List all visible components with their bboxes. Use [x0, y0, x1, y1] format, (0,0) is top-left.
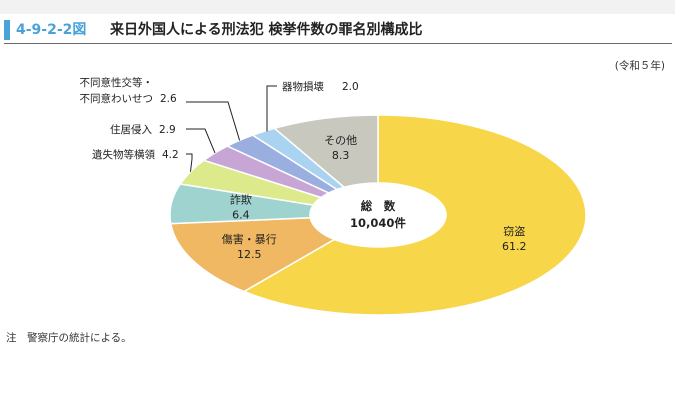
- slice-6-leader: [266, 85, 277, 132]
- slice-1: [169, 216, 336, 293]
- chart-title: 来日外国人による刑法犯 検挙件数の罪名別構成比: [110, 22, 423, 38]
- slice-6-value: 2.0: [342, 81, 359, 93]
- slice-7-value: 8.3: [332, 149, 350, 162]
- figure-number: 4-9-2-2図: [16, 22, 87, 38]
- total-value: 10,040件: [350, 216, 406, 230]
- slice-5-name-2: 不同意わいせつ: [80, 92, 154, 105]
- slice-7-name: その他: [324, 134, 357, 147]
- slice-3-leader: [186, 153, 193, 172]
- slice-6-name: 器物損壊: [282, 80, 324, 93]
- slice-0: [242, 114, 587, 316]
- total-label: 総 数: [361, 199, 396, 213]
- slices: [169, 114, 587, 316]
- slice-labels: 窃盗 61.2 傷害・暴行 12.5 詐欺 6.4 その他 8.3 遺失物等横領 4.2 住居侵入 2…: [80, 76, 527, 261]
- slice-5-leader: [186, 101, 241, 141]
- slice-1-value: 12.5: [237, 248, 262, 261]
- slice-3-value: 4.2: [162, 149, 179, 161]
- figure-header: 4-9-2-2図 来日外国人による刑法犯 検挙件数の罪名別構成比: [0, 14, 675, 44]
- slice-0-value: 61.2: [502, 240, 527, 253]
- slice-3-name: 遺失物等横領: [92, 148, 155, 161]
- header-rule: [4, 43, 672, 44]
- slice-4-value: 2.9: [159, 124, 176, 136]
- slice-4-name: 住居侵入: [110, 123, 152, 136]
- slice-2-value: 6.4: [232, 208, 250, 221]
- footnote: 注 警察庁の統計による。: [6, 332, 132, 344]
- header-accent-bar: [4, 20, 10, 40]
- slice-7: [272, 114, 379, 189]
- slice-0-name: 窃盗: [503, 224, 525, 238]
- slice-5-value: 2.6: [160, 93, 177, 105]
- slice-2-name: 詐欺: [230, 192, 252, 206]
- slice-1-name: 傷害・暴行: [222, 232, 277, 246]
- leader-lines: [186, 85, 277, 172]
- slice-5-name-1: 不同意性交等・: [80, 76, 154, 89]
- slice-4-leader: [186, 128, 216, 154]
- top-band: [0, 0, 675, 14]
- era-note: (令和５年): [614, 60, 665, 72]
